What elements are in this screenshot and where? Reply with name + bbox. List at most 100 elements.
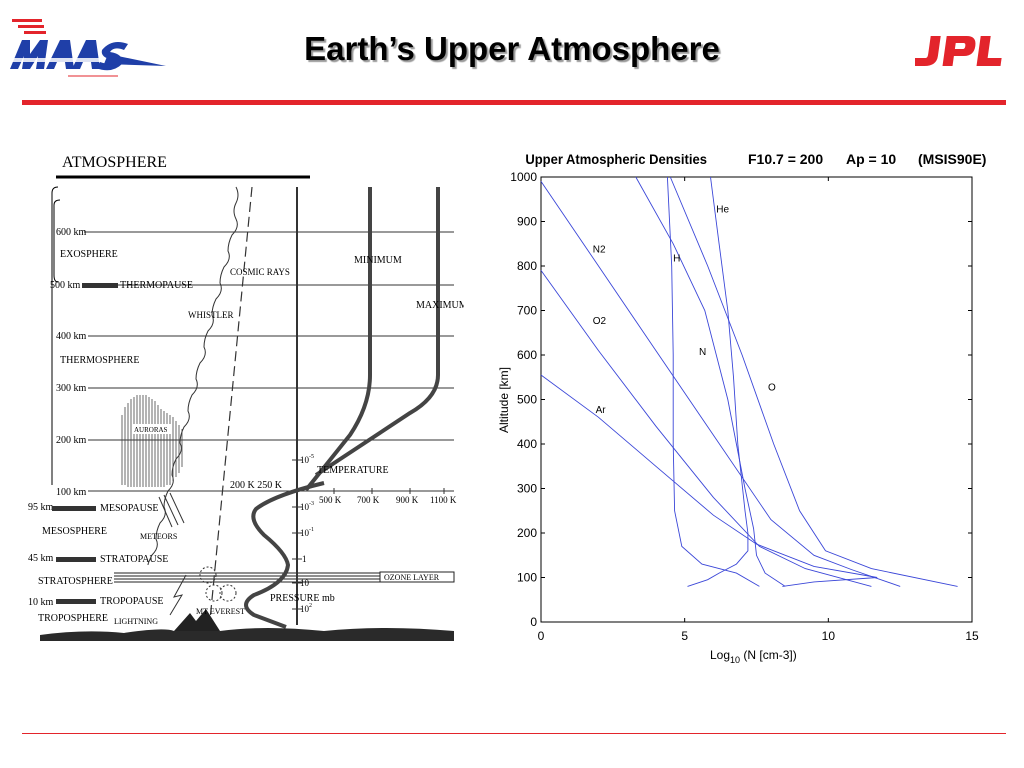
y-tick-label: 600 xyxy=(517,348,537,362)
y-tick-label: 300 xyxy=(517,482,537,496)
alt-label-300: 300 km xyxy=(56,383,87,394)
waas-logo xyxy=(8,14,168,84)
pressure-tick-2: 10-3 xyxy=(300,501,314,512)
boundary-thermopause: THERMOPAUSE xyxy=(120,280,193,291)
pressure-tick-5: 10 xyxy=(300,578,310,588)
y-tick-label: 200 xyxy=(517,526,537,540)
y-tick-label: 400 xyxy=(517,437,537,451)
lightning-graphic xyxy=(169,574,187,616)
temperature-minimum-curve xyxy=(304,187,372,492)
cosmic-rays-label: COSMIC RAYS xyxy=(230,267,290,277)
series-line-h xyxy=(666,176,760,587)
cloud-graphics xyxy=(199,566,237,602)
header-divider xyxy=(22,100,1006,105)
temperature-profile-curve xyxy=(244,481,325,629)
temperature-label: TEMPERATURE xyxy=(317,465,389,476)
alt-label-95: 95 km xyxy=(28,502,54,513)
temp-tick-500: 500 K xyxy=(319,495,342,505)
pressure-tick-4: 1 xyxy=(302,554,307,564)
left-bracket xyxy=(51,186,59,485)
altitude-gridlines xyxy=(84,231,454,492)
boundary-tropopause: TROPOPAUSE xyxy=(100,596,164,607)
layer-thermosphere: THERMOSPHERE xyxy=(60,355,139,366)
pressure-tick-6: 102 xyxy=(300,603,312,614)
series-line-ar xyxy=(540,374,878,587)
chart-title: Upper Atmospheric Densities xyxy=(525,152,707,168)
x-tick-label: 10 xyxy=(822,629,836,643)
temp-tick-900: 900 K xyxy=(396,495,419,505)
alt-label-400: 400 km xyxy=(56,331,87,342)
whistler-label: WHISTLER xyxy=(188,310,234,320)
y-tick-label: 800 xyxy=(517,259,537,273)
pressure-tick-3: 10-1 xyxy=(300,527,314,538)
footer-divider xyxy=(22,733,1006,734)
y-axis-label: Altitude [km] xyxy=(497,367,511,433)
auroras-graphic xyxy=(121,395,183,487)
temp-tick-1100: 1100 K xyxy=(430,495,457,505)
series-label-n2: N2 xyxy=(593,245,606,256)
series-label-o2: O2 xyxy=(593,316,607,327)
density-chart: Upper Atmospheric Densities F10.7 = 200 … xyxy=(490,145,1010,675)
alt-label-10: 10 km xyxy=(28,597,54,608)
jpl-logo-graphic xyxy=(912,36,1002,66)
pressure-tick-1: 10-5 xyxy=(300,454,314,465)
atmosphere-diagram: ATMOSPHERE 600 km 500 km 400 km 300 km 2… xyxy=(24,145,468,645)
alt-label-45: 45 km xyxy=(28,553,54,564)
temperature-maximum-curve xyxy=(314,187,440,477)
atmosphere-diagram-svg: ATMOSPHERE 600 km 500 km 400 km 300 km 2… xyxy=(28,154,468,641)
auroras-label: AURORAS xyxy=(134,426,168,434)
layer-troposphere: TROPOSPHERE xyxy=(38,613,108,624)
pressure-label: PRESSURE mb xyxy=(270,593,335,604)
meteors-label: METEORS xyxy=(140,532,177,541)
series-line-o xyxy=(669,176,958,587)
alt-label-500: 500 km xyxy=(50,280,81,291)
y-tick-label: 1000 xyxy=(510,170,537,184)
chart-subtitle-model: (MSIS90E) xyxy=(918,151,986,167)
boundary-mesopause: MESOPAUSE xyxy=(100,503,159,514)
x-tick-label: 15 xyxy=(965,629,979,643)
density-chart-svg: Upper Atmospheric Densities F10.7 = 200 … xyxy=(497,151,986,665)
layer-mesosphere: MESOSPHERE xyxy=(42,526,107,537)
whistler-line xyxy=(147,186,239,566)
chart-subtitle-f107: F10.7 = 200 xyxy=(748,151,823,167)
alt-label-200: 200 km xyxy=(56,435,87,446)
y-tick-label: 100 xyxy=(517,571,537,585)
series-line-n2 xyxy=(540,181,901,587)
slide-title: Earth’s Upper Atmosphere xyxy=(304,30,720,67)
series-label-h: H xyxy=(673,254,680,265)
series-label-ar: Ar xyxy=(596,405,607,416)
meteors-graphic xyxy=(158,492,185,528)
x-tick-label: 5 xyxy=(681,629,688,643)
series-line-n xyxy=(635,176,786,587)
x-axis-label: Log10 (N [cm-3]) xyxy=(710,648,797,665)
series-line-o2 xyxy=(540,270,872,587)
maximum-label: MAXIMUM xyxy=(416,300,464,311)
mt-everest-label: MT EVEREST xyxy=(196,607,245,616)
mt-everest-graphic xyxy=(174,609,220,631)
y-tick-label: 0 xyxy=(530,615,537,629)
y-tick-label: 900 xyxy=(517,215,537,229)
y-tick-label: 700 xyxy=(517,304,537,318)
chart-subtitle-ap: Ap = 10 xyxy=(846,151,896,167)
waas-logo-graphic xyxy=(10,19,166,77)
cosmic-rays-line xyxy=(209,186,253,621)
jpl-logo xyxy=(912,34,1005,68)
y-tick-label: 500 xyxy=(517,393,537,407)
lightning-label: LIGHTNING xyxy=(114,617,158,626)
layer-stratosphere: STRATOSPHERE xyxy=(38,576,113,587)
ground-graphic xyxy=(40,628,454,641)
minimum-label: MINIMUM xyxy=(354,255,402,266)
series-label-o: O xyxy=(768,383,776,394)
boundary-stratopause: STRATOPAUSE xyxy=(100,554,168,565)
temp-scale-label: 200 K 250 K xyxy=(230,480,283,491)
x-tick-label: 0 xyxy=(538,629,545,643)
series-label-n: N xyxy=(699,347,706,358)
temp-tick-700: 700 K xyxy=(357,495,380,505)
series-label-he: He xyxy=(716,205,729,216)
layer-exosphere: EXOSPHERE xyxy=(60,249,118,260)
alt-label-600: 600 km xyxy=(56,227,87,238)
ozone-label: OZONE LAYER xyxy=(384,573,440,582)
diagram-title: ATMOSPHERE xyxy=(62,154,167,171)
series-line-he xyxy=(687,176,749,587)
alt-label-100: 100 km xyxy=(56,487,87,498)
